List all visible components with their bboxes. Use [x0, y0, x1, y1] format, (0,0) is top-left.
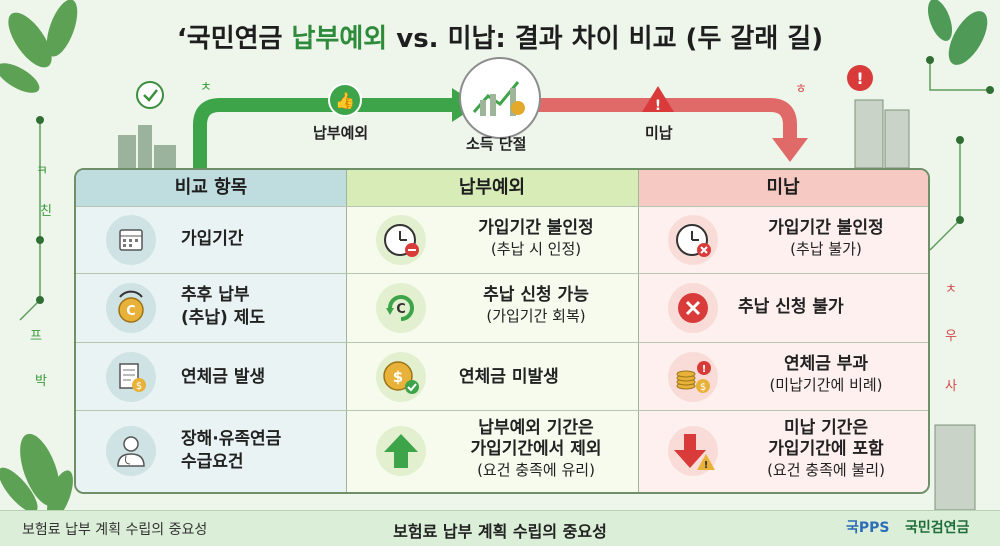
page-title: ‘국민연금 납부예외 vs. 미납: 결과 차이 비교 (두 갈래 길) [176, 24, 824, 54]
header-paid: 납부예외 [346, 170, 638, 206]
nps-logo: 국민검연금 [905, 520, 970, 536]
close-icon [668, 283, 718, 333]
decor-char: ㅊ [200, 80, 212, 95]
footer: 보험료 납부 계획 수립의 중요성 보험료 납부 계획 수립의 중요성 국PPS… [0, 510, 1000, 546]
divider [346, 170, 347, 492]
clock-cross-icon [668, 215, 718, 265]
svg-text:!: ! [655, 98, 661, 114]
svg-text:!: ! [702, 364, 707, 375]
calendar-icon [106, 215, 156, 265]
header-item: 비교 항목 [76, 170, 346, 206]
divider [638, 170, 639, 492]
invoice-icon: $ [106, 352, 156, 402]
divider [76, 342, 928, 343]
svg-text:!: ! [856, 69, 863, 88]
svg-text:$: $ [700, 382, 706, 393]
decor-char: ㅊ [945, 282, 957, 297]
row-label: 추후 납부 (추납) 제도 [181, 285, 266, 328]
divider [76, 410, 928, 411]
doctor-icon [106, 426, 156, 476]
footer-center-text: 보험료 납부 계획 수립의 중요성 [393, 522, 607, 541]
svg-text:C: C [126, 304, 136, 319]
decor-char: 사 [945, 379, 957, 394]
header-unpaid: 미납 [638, 170, 928, 206]
decor-char: ㅋ [36, 164, 48, 179]
coin-check-icon: $ [376, 352, 426, 402]
row-label: 가입기간 [181, 229, 244, 249]
divider [76, 206, 928, 207]
decor-char: 친 [40, 204, 52, 219]
row-label: 장해·유족연금 수급요건 [181, 429, 282, 472]
decor-char: 우 [945, 329, 957, 344]
flow-label-break: 소득 단절 [466, 135, 527, 153]
decor-char: 박 [35, 374, 47, 389]
paid-cell: 추납 신청 가능 (가입기간 회복) [483, 285, 589, 325]
coin-refresh-icon: C [106, 283, 156, 333]
svg-text:C: C [396, 302, 406, 317]
arrow-down-warning-icon: ! [668, 426, 718, 476]
svg-text:$: $ [136, 381, 142, 392]
refresh-icon: C [376, 283, 426, 333]
unpaid-cell: 가입기간 불인정 (추납 불가) [768, 218, 884, 258]
comparison-table: 비교 항목 납부예외 미납 가입기간 가입기간 불인정 (추납 시 인정) 가입기… [74, 168, 930, 494]
decor-char: ㅎ [795, 82, 807, 97]
footer-left-text: 보험료 납부 계획 수립의 중요성 [22, 522, 208, 538]
clock-minus-icon [376, 215, 426, 265]
svg-text:$: $ [393, 368, 403, 386]
svg-text:👍: 👍 [335, 91, 355, 110]
coins-warning-icon: ! $ [668, 352, 718, 402]
divider [76, 273, 928, 274]
decor-char: 프 [30, 329, 42, 344]
unpaid-cell: 연체금 부과 (미납기간에 비례) [769, 354, 883, 394]
row-label: 연체금 발생 [181, 367, 266, 387]
unpaid-cell: 추납 신청 불가 [738, 297, 844, 317]
flow-label-paid: 납부예외 [313, 124, 369, 142]
flow-label-unpaid: 미납 [645, 124, 673, 142]
paid-cell: 연체금 미발생 [459, 367, 559, 387]
kps-logo: 국PPS [846, 520, 890, 536]
svg-text:!: ! [704, 460, 709, 471]
unpaid-cell: 미납 기간은 가입기간에 포함 (요건 충족에 불리) [767, 418, 885, 479]
paid-cell: 가입기간 불인정 (추납 시 인정) [478, 218, 594, 258]
arrow-up-icon [376, 426, 426, 476]
paid-cell: 납부예외 기간은 가입기간에서 제외 (요건 충족에 유리) [470, 418, 602, 479]
